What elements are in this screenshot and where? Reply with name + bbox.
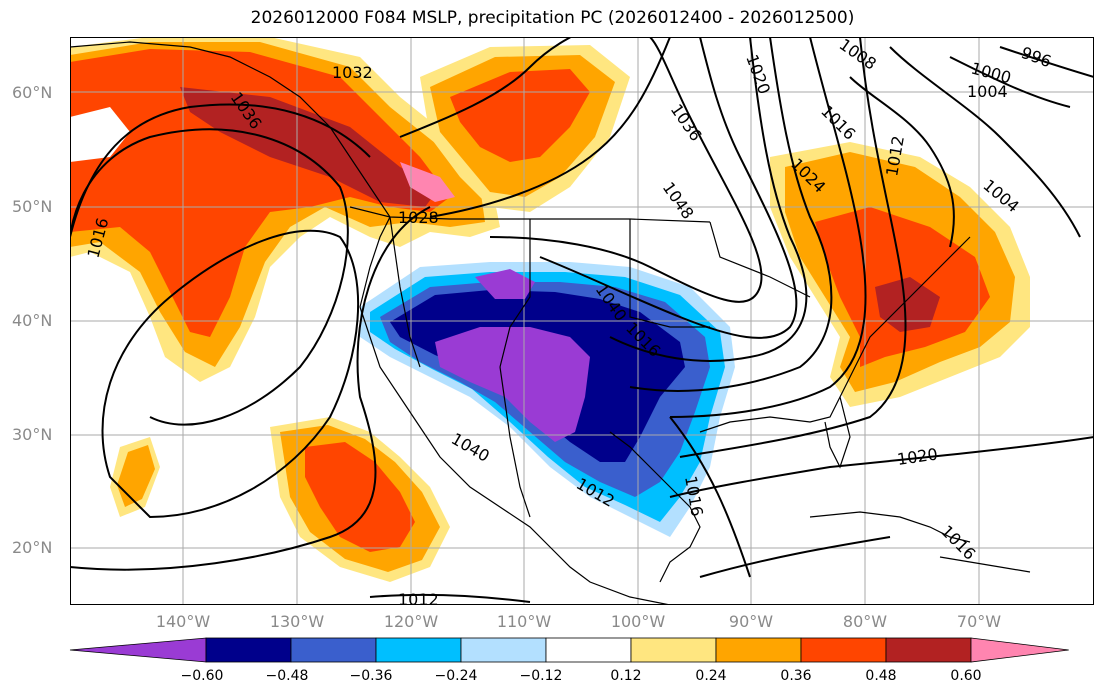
map-title: 2026012000 F084 MSLP, precipitation PC (… [250, 8, 855, 28]
graticule [70, 37, 1094, 605]
lon-label-110w: 110°W [496, 612, 552, 631]
colorbar-tick-label: −0.48 [265, 668, 309, 684]
weather-map: 1032 1036 1016 1028 1040 1036 1020 1008 … [70, 37, 1094, 605]
lat-label-40n: 40°N [12, 311, 53, 330]
colorbar [69, 637, 1069, 663]
lat-label-60n: 60°N [12, 83, 53, 102]
lon-label-120w: 120°W [383, 612, 439, 631]
colorbar-tick-label: 0.60 [950, 668, 982, 684]
precip-anomaly-negative-southwest [360, 262, 735, 537]
colorbar-segment [800, 637, 887, 663]
colorbar-tick-label: −0.60 [180, 668, 224, 684]
colorbar-segment [970, 637, 1069, 663]
colorbar-segment [290, 637, 377, 663]
precip-anomaly-positive-canada [420, 45, 630, 212]
map-frame [70, 37, 1094, 605]
isobar-label: 1004 [967, 82, 1008, 101]
colorbar-segment [69, 637, 207, 663]
isobars [70, 37, 1094, 603]
colorbar-tick-label: 0.24 [695, 668, 727, 684]
lon-label-90w: 90°W [728, 612, 774, 631]
lat-label-20n: 20°N [12, 538, 53, 557]
colorbar-segment [375, 637, 462, 663]
lon-label-100w: 100°W [610, 612, 666, 631]
colorbar-segment [460, 637, 547, 663]
colorbar-tick-label: 0.48 [865, 668, 897, 684]
lon-label-130w: 130°W [269, 612, 325, 631]
coastlines [70, 41, 1031, 605]
precip-anomaly-positive-east [770, 142, 1030, 407]
lat-label-30n: 30°N [12, 425, 53, 444]
colorbar-segment [715, 637, 802, 663]
isobar-label: 1028 [398, 208, 439, 227]
isobar-label: 1032 [332, 63, 373, 82]
lon-label-70w: 70°W [956, 612, 1002, 631]
colorbar-tick-label: 0.36 [780, 668, 812, 684]
lon-label-140w: 140°W [155, 612, 211, 631]
precip-anomaly-positive-pacific [110, 417, 450, 582]
lat-label-50n: 50°N [12, 197, 53, 216]
lon-label-80w: 80°W [842, 612, 888, 631]
colorbar-segment [630, 637, 717, 663]
colorbar-tick-label: −0.12 [519, 668, 563, 684]
isobar-label: 1012 [398, 590, 439, 605]
colorbar-segment [885, 637, 972, 663]
colorbar-tick-label: 0.12 [610, 668, 642, 684]
colorbar-segment [545, 637, 632, 663]
precip-anomaly-positive-northwest [70, 37, 500, 382]
colorbar-tick-label: −0.24 [434, 668, 478, 684]
colorbar-tick-label: −0.36 [349, 668, 393, 684]
colorbar-segment [205, 637, 292, 663]
